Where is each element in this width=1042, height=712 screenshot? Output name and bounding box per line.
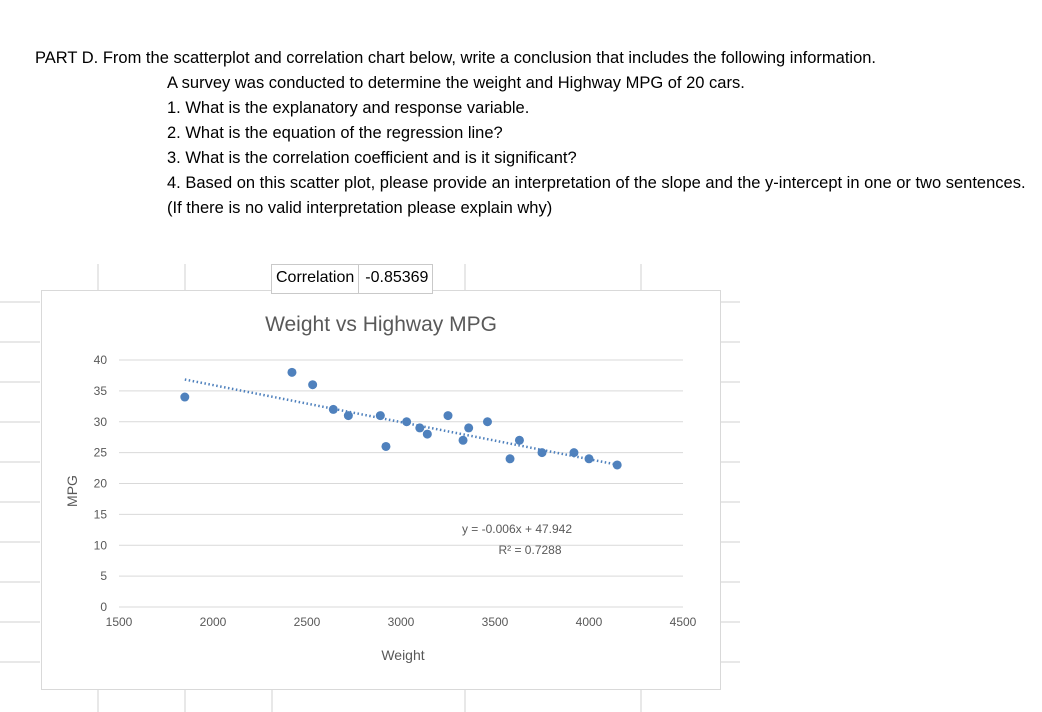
data-point: [569, 448, 579, 458]
x-axis-label: Weight: [381, 647, 424, 663]
x-tick-label: 3000: [388, 615, 415, 629]
y-tick-label: 30: [94, 415, 108, 429]
y-tick-label: 5: [100, 569, 107, 583]
data-point: [612, 460, 622, 470]
survey-description: A survey was conducted to determine the …: [167, 74, 745, 92]
data-point: [505, 454, 515, 464]
y-tick-label: 25: [94, 446, 108, 460]
data-point: [180, 392, 190, 402]
question-2: 2. What is the equation of the regressio…: [167, 124, 503, 142]
x-tick-label: 3500: [482, 615, 509, 629]
data-points: [180, 367, 622, 470]
data-point: [464, 423, 474, 433]
y-axis-label: MPG: [64, 475, 80, 507]
y-tick-label: 20: [94, 477, 108, 491]
data-point: [415, 423, 425, 433]
data-point: [443, 411, 453, 421]
data-point: [584, 454, 594, 464]
data-point: [381, 441, 391, 451]
y-tick-label: 35: [94, 384, 108, 398]
y-tick-label: 0: [100, 600, 107, 614]
chart-title: Weight vs Highway MPG: [265, 313, 497, 336]
r-squared-label: R² = 0.7288: [498, 543, 561, 557]
data-point: [308, 380, 318, 390]
y-tick-label: 15: [94, 507, 108, 521]
data-point: [482, 417, 492, 427]
x-tick-label: 4000: [576, 615, 603, 629]
correlation-label: Correlation: [272, 265, 360, 293]
data-point: [458, 435, 468, 445]
correlation-value: -0.85369: [365, 269, 429, 286]
trendline: [184, 378, 618, 466]
data-point: [514, 435, 524, 445]
data-point: [375, 411, 385, 421]
data-point: [402, 417, 412, 427]
gridlines: [119, 359, 683, 608]
data-point: [287, 367, 297, 377]
data-point: [537, 448, 547, 458]
data-point: [343, 411, 353, 421]
question-4: 4. Based on this scatter plot, please pr…: [167, 174, 1026, 217]
y-tick-labels: 0 5 10 15 20 25 30 35 40: [94, 353, 108, 614]
question-1: 1. What is the explanatory and response …: [167, 99, 530, 117]
spreadsheet-gridlines: [0, 264, 740, 712]
x-tick-label: 2500: [294, 615, 321, 629]
x-tick-label: 4500: [670, 615, 697, 629]
y-tick-label: 40: [94, 353, 108, 367]
y-tick-label: 10: [94, 538, 108, 552]
data-point: [422, 429, 432, 439]
x-tick-label: 1500: [106, 615, 133, 629]
data-point: [328, 404, 338, 414]
question-heading: PART D. From the scatterplot and correla…: [35, 49, 877, 67]
question-3: 3. What is the correlation coefficient a…: [167, 149, 577, 167]
trendline-equation: y = -0.006x + 47.942: [462, 522, 572, 536]
x-tick-label: 2000: [200, 615, 227, 629]
chart-frame: Weight vs Highway MPG 0 5 10 15 20 25 30 35 40 1…: [41, 290, 721, 690]
x-tick-labels: 1500 2000 2500 3000 3500 4000 4500: [106, 615, 697, 629]
scatter-chart: Weight vs Highway MPG 0 5 10 15 20 25 30 35 40 1…: [64, 313, 697, 663]
question-list: A survey was conducted to determine the …: [167, 71, 1027, 221]
correlation-box: Correlation -0.85369: [271, 264, 434, 294]
